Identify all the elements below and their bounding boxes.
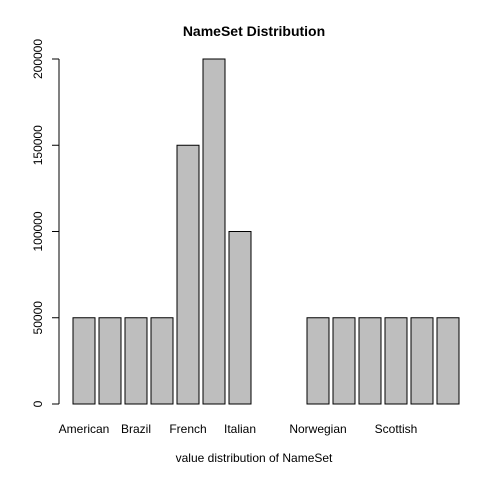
bar [176, 144, 200, 405]
bar [410, 317, 434, 405]
x-axis-label: value distribution of NameSet [176, 451, 333, 465]
bar [72, 317, 96, 405]
bar [124, 317, 148, 405]
y-tick-label: 150000 [31, 125, 45, 165]
bar [150, 317, 174, 405]
x-tick-label: Norwegian [289, 422, 346, 436]
x-tick-label: Italian [224, 422, 256, 436]
y-tick-label: 0 [31, 400, 45, 407]
y-tick-label: 50000 [31, 301, 45, 335]
chart-title: NameSet Distribution [183, 23, 325, 39]
bars-layer [72, 58, 460, 405]
bar [384, 317, 408, 405]
bar [436, 317, 460, 405]
x-tick-label: French [169, 422, 206, 436]
y-axis: 0 50000 100000 150000 200000 [31, 39, 60, 407]
x-axis-labels: American Brazil French Italian Norwegian Scot… [59, 422, 418, 436]
bar [306, 317, 330, 405]
x-tick-label: American [59, 422, 110, 436]
bar [202, 58, 226, 405]
bar [332, 317, 356, 405]
bar [358, 317, 382, 405]
y-tick-label: 200000 [31, 39, 45, 79]
x-tick-label: Scottish [375, 422, 418, 436]
y-tick-label: 100000 [31, 211, 45, 251]
x-tick-label: Brazil [121, 422, 151, 436]
bar [228, 231, 252, 405]
bar [98, 317, 122, 405]
